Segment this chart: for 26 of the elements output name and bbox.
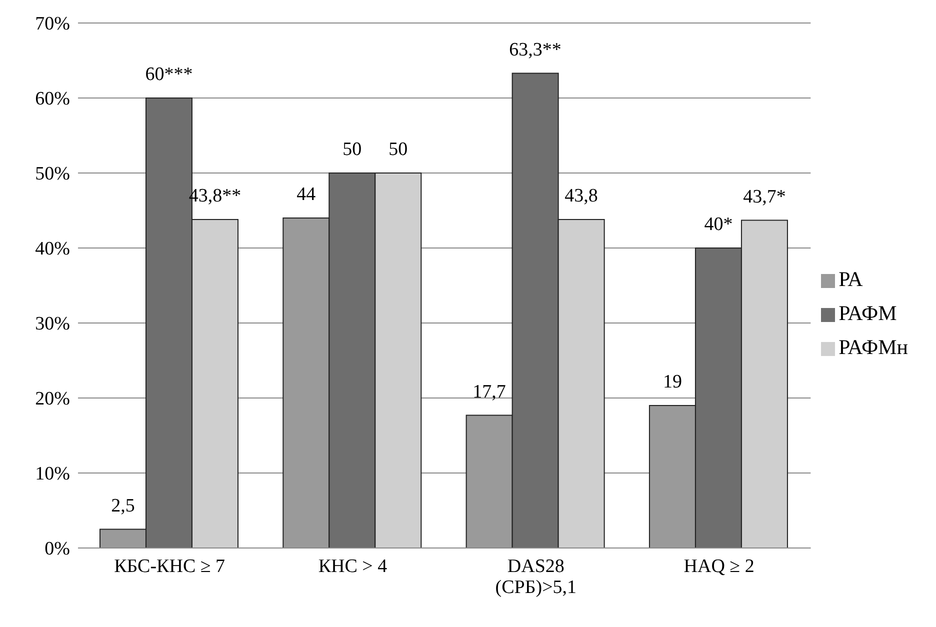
y-tick-label: 10%: [35, 464, 70, 485]
x-tick-label: КБС-КНС ≥ 7: [114, 556, 226, 577]
y-tick-label: 70%: [35, 14, 70, 35]
legend-label: РАФМ: [838, 301, 897, 325]
x-tick-label: КНС > 4: [318, 556, 388, 577]
data-label: 50: [388, 139, 408, 160]
y-tick-label: 30%: [35, 314, 70, 335]
y-tick-label: 40%: [35, 238, 70, 260]
y-tick-label: 20%: [35, 388, 70, 410]
legend-label: РАФМн: [838, 335, 908, 359]
data-label: 43,7*: [743, 186, 786, 208]
data-label: 19: [662, 372, 682, 392]
x-tick-label: DAS28 (СРБ)>5,1: [495, 556, 577, 598]
data-label: 63,3**: [509, 39, 562, 60]
data-label: 44: [296, 184, 316, 205]
data-label: 40*: [704, 214, 733, 235]
data-label: 2,5: [111, 495, 135, 516]
y-tick-label: 50%: [35, 164, 70, 185]
legend-label: РА: [838, 267, 863, 291]
y-tick-label: 60%: [35, 88, 70, 110]
data-label: 17,7: [472, 381, 506, 402]
y-tick-label: 0%: [44, 538, 70, 560]
data-label: 43,8: [564, 186, 598, 206]
x-tick-label: HAQ ≥ 2: [684, 556, 754, 577]
data-label: 50: [342, 139, 362, 160]
data-label: 60***: [145, 64, 193, 85]
